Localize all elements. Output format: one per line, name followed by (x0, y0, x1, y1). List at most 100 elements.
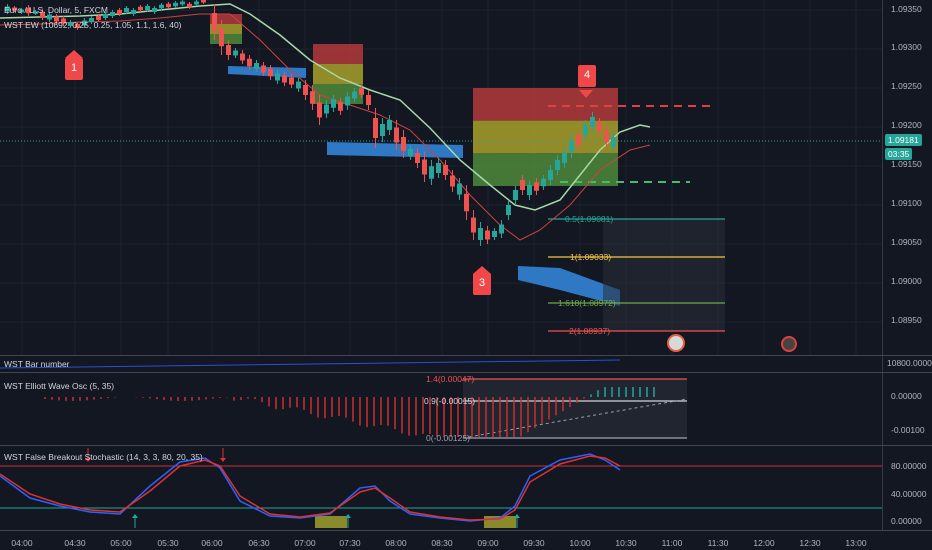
time-tick: 09:30 (523, 538, 545, 548)
candle-body (233, 50, 238, 56)
fib-box (603, 219, 725, 331)
price-chart[interactable] (0, 0, 882, 355)
wave-pointer (65, 50, 83, 58)
candle-body (352, 91, 357, 99)
candle-body (159, 4, 164, 9)
time-tick: 10:00 (569, 538, 591, 548)
candle-body (611, 137, 616, 147)
stochastic-title[interactable]: WST False Breakout Stochastic (14, 3, 3,… (4, 452, 203, 462)
candle-body (187, 3, 192, 8)
stoch-tick: 0.00000 (891, 516, 922, 526)
symbol-title[interactable]: Euro / U.S. Dollar, 5, FXCM (4, 5, 108, 15)
stoch-tick: 40.00000 (891, 489, 927, 499)
indicator-title[interactable]: WST EW (10692, 0.25, 0.25, 1.05, 1.1, 1.… (4, 20, 182, 30)
candle-body (201, 0, 206, 3)
moving-average-slow (0, 13, 651, 241)
wave-label-3: 3 (473, 273, 491, 295)
target-zone (210, 34, 242, 44)
candle-body (387, 120, 392, 130)
candle-body (450, 175, 455, 187)
candle-body (310, 91, 315, 104)
candle-body (124, 8, 129, 12)
candle-body (268, 68, 273, 77)
candle-body (527, 185, 532, 195)
candle-body (212, 13, 217, 31)
fib-label-1618: 1.618(1.08972) (558, 298, 616, 308)
candle-body (96, 16, 101, 20)
candle-body (604, 130, 609, 143)
candle-body (331, 99, 336, 108)
osc-level-09: 0.9(-0.00015) (424, 396, 476, 406)
pane-separator[interactable] (0, 372, 932, 373)
candle-body (464, 193, 469, 212)
elliott-osc-chart (44, 378, 688, 439)
time-axis[interactable]: 04:00 04:30 05:00 05:30 06:00 06:30 07:0… (0, 531, 882, 550)
candle-body (247, 58, 252, 67)
elliott-osc-title[interactable]: WST Elliott Wave Osc (5, 35) (4, 381, 115, 391)
candle-body (5, 6, 10, 12)
candle-body (422, 159, 427, 175)
elliott-osc-axis[interactable]: 0.00000 -0.00100 (882, 373, 932, 445)
time-tick: 11:00 (661, 538, 683, 548)
osc-tick: -0.00100 (891, 425, 925, 435)
stoch-highlight (315, 516, 347, 528)
price-tick: 1.09300 (891, 42, 922, 52)
candle-body (492, 231, 497, 237)
pane-separator[interactable] (0, 445, 932, 446)
candle-body (110, 12, 115, 16)
record-icon[interactable] (781, 336, 797, 352)
candle-body (12, 7, 17, 11)
replay-icon[interactable] (667, 334, 685, 352)
candle-body (261, 65, 266, 73)
candle-body (103, 14, 108, 18)
price-tick: 1.09100 (891, 198, 922, 208)
candle-body (61, 18, 66, 24)
pane-separator (0, 530, 932, 531)
bar-number-title[interactable]: WST Bar number (4, 359, 70, 369)
target-zone (313, 44, 363, 64)
candle-body (408, 148, 413, 157)
candle-body (555, 160, 560, 170)
osc-level-14: 1.4(0.00047) (426, 374, 475, 384)
candle-body (145, 6, 150, 10)
candle-body (47, 14, 52, 20)
elliott-osc-pane[interactable]: WST Elliott Wave Osc (5, 35) 1.4(0.00047… (0, 373, 882, 445)
candle-body (478, 228, 483, 240)
candle-body (296, 81, 301, 89)
price-pane[interactable]: Euro / U.S. Dollar, 5, FXCM WST EW (1069… (0, 0, 882, 355)
time-tick: 09:00 (477, 538, 499, 548)
candle-body (303, 85, 308, 95)
price-axis[interactable]: 1.09350 1.09300 1.09250 1.09200 1.09150 … (882, 0, 932, 355)
candle-body (317, 102, 322, 118)
pane-separator[interactable] (0, 355, 932, 356)
time-tick: 13:00 (845, 538, 867, 548)
target-zone (210, 14, 242, 24)
time-tick: 05:00 (110, 538, 132, 548)
stochastic-axis[interactable]: 80.00000 40.00000 0.00000 (882, 446, 932, 530)
stochastic-pane[interactable]: WST False Breakout Stochastic (14, 3, 3,… (0, 446, 882, 530)
price-tick: 1.09150 (891, 159, 922, 169)
candle-body (173, 2, 178, 7)
candle-body (576, 135, 581, 145)
time-tick: 06:30 (248, 538, 270, 548)
candle-body (33, 11, 38, 14)
bar-number-pane[interactable]: WST Bar number (0, 356, 882, 372)
candle-body (359, 88, 364, 95)
candle-body (89, 18, 94, 22)
candle-body (590, 117, 595, 127)
stoch-buy-arrow (132, 514, 138, 518)
time-tick: 04:30 (64, 538, 86, 548)
time-tick: 10:30 (615, 538, 637, 548)
bar-number-axis[interactable]: 10800.00000 (882, 356, 932, 372)
candle-body (499, 224, 504, 234)
candle-body (194, 1, 199, 5)
candle-body (401, 137, 406, 151)
stoch-tick: 80.00000 (891, 461, 927, 471)
wave-label-4: 4 (578, 65, 596, 87)
time-tick: 07:30 (339, 538, 361, 548)
candle-body (166, 3, 171, 8)
time-tick: 11:30 (707, 538, 729, 548)
time-tick: 08:30 (431, 538, 453, 548)
candle-body (569, 140, 574, 153)
candle-body (513, 190, 518, 200)
